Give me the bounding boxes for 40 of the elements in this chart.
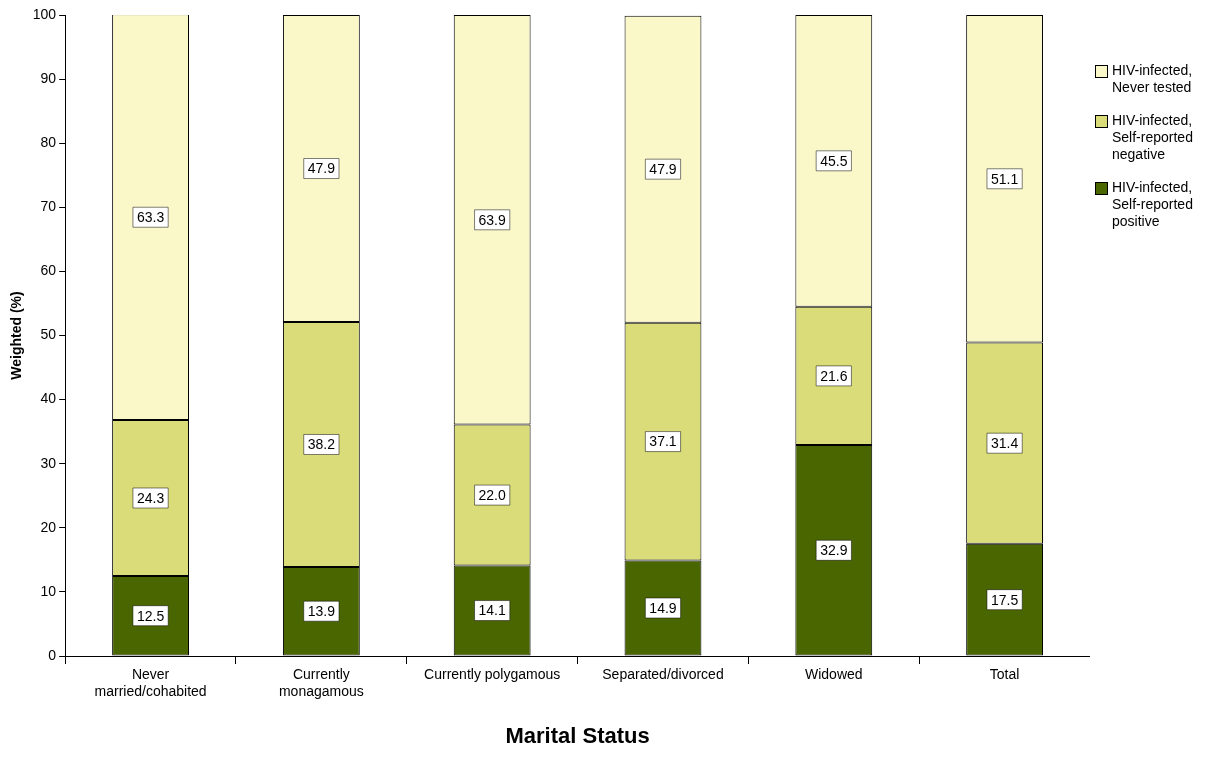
x-tick-label: Never married/cohabited	[94, 666, 207, 700]
data-label: 32.9	[820, 542, 848, 559]
y-tick-label: 50	[40, 326, 57, 343]
y-axis-title: Weighted (%)	[8, 291, 25, 380]
x-tick-label: Currently polygamous	[424, 666, 561, 683]
legend-label: HIV-infected, Never tested	[1112, 62, 1194, 96]
y-tick-label: 0	[48, 646, 57, 663]
data-label: 14.9	[649, 599, 677, 616]
data-label: 63.9	[478, 211, 507, 228]
data-label: 22.0	[478, 486, 507, 503]
x-axis-title: Marital Status	[505, 722, 650, 748]
y-tick-label: 70	[40, 198, 57, 215]
data-label: 12.5	[136, 607, 165, 624]
data-label: 45.5	[820, 152, 848, 169]
data-label: 51.1	[990, 170, 1019, 187]
data-label: 37.1	[649, 433, 677, 450]
y-tick-label: 10	[40, 582, 57, 599]
data-label: 38.2	[307, 436, 336, 453]
y-tick-label: 60	[40, 262, 57, 279]
data-label: 14.1	[478, 602, 507, 619]
data-label: 63.3	[136, 209, 165, 226]
y-tick-label: 80	[40, 134, 57, 151]
data-label: 21.6	[820, 367, 848, 384]
data-label: 47.9	[649, 161, 677, 178]
data-label: 13.9	[307, 603, 336, 620]
data-label: 24.3	[136, 489, 165, 506]
data-label: 17.5	[990, 591, 1019, 608]
data-label: 31.4	[990, 435, 1019, 452]
y-tick-label: 40	[40, 390, 57, 407]
legend-label: HIV-infected, Self-reported positive	[1112, 179, 1194, 230]
y-tick-label: 30	[40, 454, 57, 471]
x-tick-label: Currently monagamous	[278, 666, 364, 700]
y-tick-label: 100	[32, 5, 57, 22]
x-tick-label: Widowed	[804, 666, 863, 683]
y-tick-label: 90	[40, 69, 57, 86]
x-tick-label: Separated/divorced	[602, 666, 724, 683]
x-tick-label: Total	[989, 666, 1020, 683]
data-label: 47.9	[307, 160, 336, 177]
legend-label: HIV-infected, Self-reported negative	[1112, 112, 1194, 163]
y-tick-label: 20	[40, 518, 57, 535]
